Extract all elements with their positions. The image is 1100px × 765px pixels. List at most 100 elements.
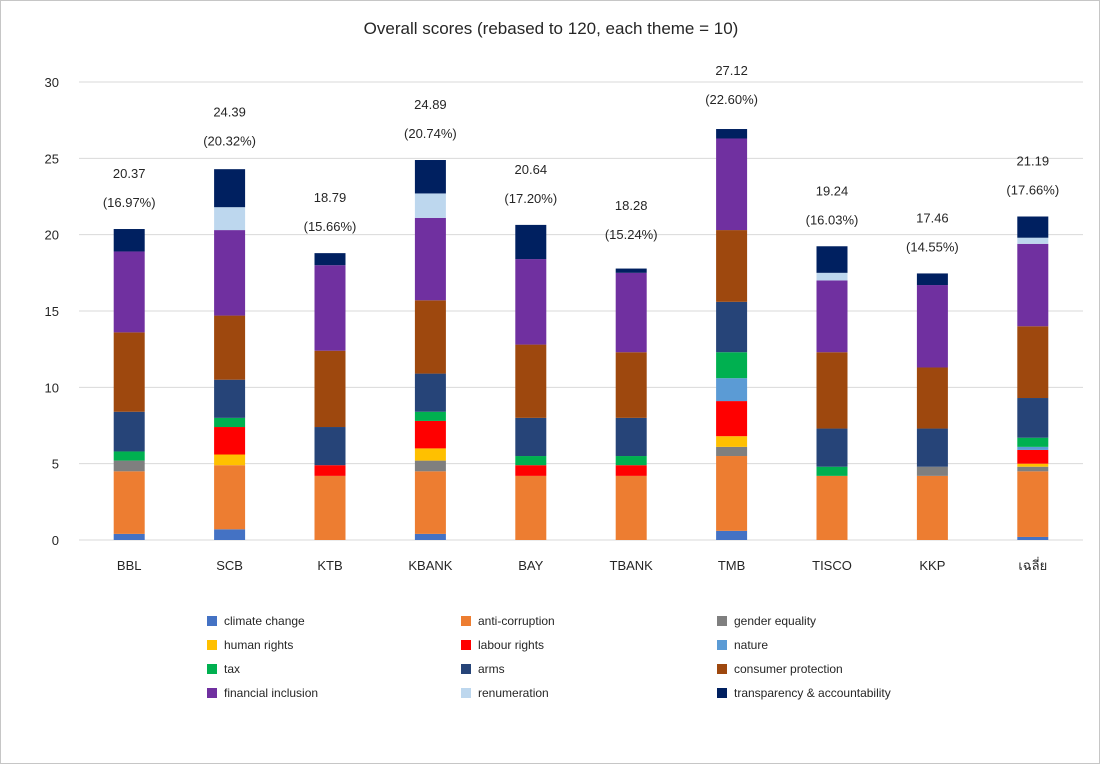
bar-segment: [716, 301, 748, 353]
legend-swatch: [717, 664, 727, 674]
bar-segment: [314, 475, 346, 540]
bar-segment: [113, 460, 145, 472]
bar-segment: [113, 332, 145, 412]
bar-segment: [615, 456, 647, 466]
bar-segment: [214, 454, 246, 466]
legend-swatch: [207, 688, 217, 698]
legend-swatch: [461, 664, 471, 674]
bar-segment: [615, 417, 647, 457]
total-percent-label: (17.20%): [504, 191, 557, 206]
y-tick-label: 25: [45, 151, 59, 166]
total-percent-label: (20.32%): [203, 134, 256, 149]
gridlines: 0 5 10 15 20 25 30: [45, 75, 1083, 548]
y-tick-label: 30: [45, 75, 59, 90]
bar-segment: [615, 352, 647, 418]
bar-segment: [816, 475, 848, 540]
bar-segment: [515, 475, 547, 540]
legend-swatch: [717, 688, 727, 698]
bar-segment: [716, 129, 748, 139]
total-percent-label: (15.24%): [605, 227, 658, 242]
total-value-label: 21.19: [1017, 153, 1050, 168]
legend-label: human rights: [224, 638, 293, 652]
bar-segment: [1017, 237, 1049, 244]
y-tick-label: 0: [52, 533, 59, 548]
x-tick-label: BAY: [518, 558, 543, 573]
total-percent-label: (16.97%): [103, 195, 156, 210]
legend-label: transparency & accountability: [734, 686, 891, 700]
bar-segment: [214, 169, 246, 208]
legend-swatch: [207, 616, 217, 626]
total-value-label: 18.28: [615, 198, 648, 213]
bar-segment: [615, 475, 647, 540]
legend-swatch: [717, 616, 727, 626]
bar-segment: [916, 273, 948, 286]
bar-segment: [916, 466, 948, 476]
legend-label: arms: [478, 662, 505, 676]
x-tick-label: TISCO: [812, 558, 852, 573]
bar-segment: [515, 224, 547, 260]
bar-segment: [916, 475, 948, 540]
bar-segment: [816, 466, 848, 476]
bar-segment: [1017, 449, 1049, 464]
bar-segment: [615, 465, 647, 476]
bar-segment: [816, 352, 848, 429]
x-tick-label: KKP: [919, 558, 945, 573]
bar-segment: [214, 207, 246, 231]
bar-segment: [314, 265, 346, 351]
bar-segment: [916, 285, 948, 368]
legend-label: climate change: [224, 614, 305, 628]
y-tick-label: 10: [45, 380, 59, 395]
bar-segment: [1017, 536, 1049, 540]
legend-label: renumeration: [478, 686, 549, 700]
bar-segment: [214, 427, 246, 455]
bar-segment: [414, 471, 446, 534]
bar-segment: [816, 280, 848, 353]
bar-segment: [615, 268, 647, 273]
bar-segment: [414, 533, 446, 540]
bar-segment: [113, 251, 145, 333]
legend-swatch: [461, 688, 471, 698]
bar-segment: [214, 465, 246, 530]
bar-segment: [1017, 437, 1049, 447]
bar-segment: [414, 160, 446, 194]
total-value-label: 24.39: [213, 105, 246, 120]
bar-segment: [816, 246, 848, 273]
legend-label: anti-corruption: [478, 614, 555, 628]
y-tick-label: 20: [45, 228, 59, 243]
legend-label: tax: [224, 662, 240, 676]
bar-segment: [515, 344, 547, 418]
total-value-label: 17.46: [916, 210, 949, 225]
bar-segment: [716, 138, 748, 231]
bar-segment: [214, 417, 246, 428]
bar-segment: [414, 300, 446, 374]
bar-segment: [1017, 446, 1049, 450]
total-percent-label: (14.55%): [906, 239, 959, 254]
x-tick-label: เฉลี่ย: [1018, 557, 1047, 573]
legend-swatch: [717, 640, 727, 650]
bar-segment: [615, 272, 647, 353]
total-value-label: 19.24: [816, 183, 849, 198]
legend-label: labour rights: [478, 638, 544, 652]
bar-segment: [515, 456, 547, 466]
total-percent-label: (17.66%): [1006, 182, 1059, 197]
total-value-label: 18.79: [314, 190, 347, 205]
chart-title: Overall scores (rebased to 120, each the…: [364, 19, 739, 38]
bar-segment: [816, 428, 848, 467]
bar-segment: [414, 460, 446, 472]
y-tick-label: 15: [45, 304, 59, 319]
bar-segment: [414, 420, 446, 449]
x-tick-label: SCB: [216, 558, 243, 573]
x-tick-label: KBANK: [408, 558, 452, 573]
x-tick-label: KTB: [317, 558, 342, 573]
total-percent-label: (22.60%): [705, 92, 758, 107]
bar-segment: [113, 451, 145, 461]
bar-segment: [214, 529, 246, 540]
bar-segment: [1017, 471, 1049, 537]
bar-segment: [113, 229, 145, 252]
legend-label: gender equality: [734, 614, 816, 628]
total-value-label: 24.89: [414, 97, 447, 112]
bar-segment: [314, 465, 346, 476]
legend-label: consumer protection: [734, 662, 843, 676]
